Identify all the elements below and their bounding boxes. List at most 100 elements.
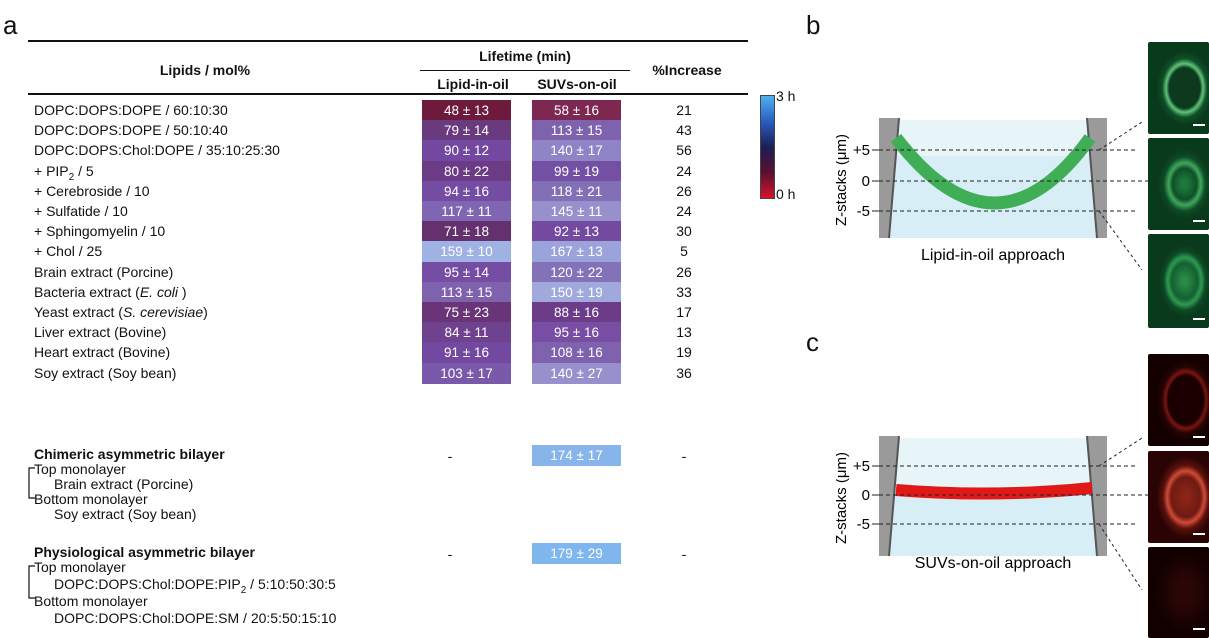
- colorbar-top-label: 3 h: [776, 88, 796, 104]
- chimeric-b-cell: 174 ± 17: [532, 445, 621, 466]
- row-label: Brain extract (Porcine): [34, 263, 174, 280]
- lipid-in-oil-cell: 84 ± 11: [422, 322, 511, 344]
- row-label: + Sphingomyelin / 10: [34, 223, 166, 240]
- microscopy-b-middle: [1148, 138, 1209, 230]
- tick-0: 0: [862, 173, 870, 190]
- suvs-on-oil-cell: 113 ± 15: [532, 120, 621, 142]
- increase-value: 36: [676, 364, 692, 381]
- increase-value: 43: [676, 122, 692, 139]
- suvs-on-oil-cell: 99 ± 19: [532, 160, 621, 182]
- panel-letter-b: b: [806, 10, 821, 40]
- increase-value: 26: [676, 182, 692, 199]
- chimeric-bottom-value: Soy extract (Soy bean): [54, 506, 197, 522]
- lipid-in-oil-cell: 90 ± 12: [422, 140, 511, 162]
- lipid-in-oil-cell: 103 ± 17: [422, 362, 511, 384]
- microscopy-b-bottom: [1148, 234, 1209, 328]
- suvs-on-oil-cell: 92 ± 13: [532, 221, 621, 243]
- physiological-bottom-value: DOPC:DOPS:Chol:DOPE:SM / 20:5:50:15:10: [54, 610, 337, 626]
- panel-letter-c: c: [806, 327, 819, 357]
- row-label: + Sulfatide / 10: [34, 203, 128, 219]
- tick-minus5: -5: [857, 203, 870, 220]
- panel-c-schematic: +5 0 -5 Z-stacks (μm) SUVs-on-oil approa…: [836, 435, 1166, 591]
- row-label: Liver extract (Bovine): [34, 324, 167, 341]
- row-label: Bacteria extract (E. coli ): [34, 283, 187, 300]
- y-axis-label: Z-stacks (μm): [836, 134, 850, 226]
- microscopy-c-bottom: [1148, 547, 1209, 638]
- chimeric-title: Chimeric asymmetric bilayer: [34, 446, 225, 462]
- table-header-rule: [28, 93, 748, 95]
- suvs-on-oil-cell: 88 ± 16: [532, 302, 621, 323]
- increase-value: 56: [676, 142, 692, 159]
- row-label: + Cerebroside / 10: [34, 182, 150, 199]
- increase-value: 5: [680, 243, 688, 260]
- lipid-in-oil-cell: 91 ± 16: [422, 342, 511, 364]
- lipid-in-oil-cell: 113 ± 15: [422, 281, 511, 303]
- physiological-bottom-label: Bottom monolayer: [34, 593, 148, 609]
- suvs-on-oil-cell: 118 ± 21: [532, 180, 621, 202]
- lipid-in-oil-cell: 80 ± 22: [422, 160, 511, 182]
- panel-letter-a: a: [3, 10, 18, 40]
- caption: Lipid-in-oil approach: [921, 247, 1065, 264]
- increase-value: 24: [676, 162, 692, 179]
- lipid-in-oil-cell: 159 ± 10: [422, 241, 511, 263]
- caption: SUVs-on-oil approach: [915, 555, 1072, 572]
- physiological-b-cell: 179 ± 29: [532, 543, 621, 564]
- tick-plus5: +5: [853, 458, 870, 475]
- lipid-in-oil-cell: 95 ± 14: [422, 261, 511, 283]
- header-lifetime: Lifetime (min): [479, 48, 571, 64]
- suvs-on-oil-cell: 120 ± 22: [532, 261, 621, 283]
- chimeric-top-label: Top monolayer: [34, 461, 126, 477]
- increase-value: 33: [676, 283, 692, 300]
- microscopy-c-middle: [1148, 451, 1209, 543]
- header-lipids: Lipids / mol%: [159, 62, 251, 78]
- tick-0: 0: [862, 487, 870, 504]
- physiological-increase: -: [681, 546, 687, 562]
- header-lipid-in-oil: Lipid-in-oil: [437, 76, 509, 92]
- membrane-flat: [895, 482, 1093, 500]
- increase-value: 24: [676, 203, 692, 219]
- physiological-title: Physiological asymmetric bilayer: [34, 544, 255, 560]
- well-wall-left: [879, 118, 899, 238]
- suvs-on-oil-cell: 150 ± 19: [532, 281, 621, 303]
- physiological-top-value: DOPC:DOPS:Chol:DOPE:PIP2 / 5:10:50:30:5: [54, 576, 336, 596]
- row-label: DOPC:DOPS:Chol:DOPE / 35:10:25:30: [34, 142, 280, 159]
- chimeric-bracket: [28, 467, 35, 499]
- row-label: Heart extract (Bovine): [34, 344, 171, 361]
- lifetime-underline: [420, 70, 630, 71]
- microscopy-b-top: [1148, 42, 1209, 134]
- suvs-on-oil-cell: 58 ± 16: [532, 100, 621, 121]
- colorbar: [760, 95, 775, 199]
- row-label: DOPC:DOPS:DOPE / 50:10:40: [34, 122, 228, 139]
- chimeric-a: -: [447, 448, 453, 464]
- lipid-in-oil-cell: 75 ± 23: [422, 302, 511, 323]
- increase-value: 17: [676, 304, 692, 320]
- well-wall-right: [1087, 118, 1107, 238]
- tick-minus5: -5: [857, 516, 870, 533]
- header-increase: %Increase: [652, 62, 722, 78]
- suvs-on-oil-cell: 145 ± 11: [532, 201, 621, 222]
- lipid-in-oil-cell: 71 ± 18: [422, 221, 511, 243]
- suvs-on-oil-cell: 108 ± 16: [532, 342, 621, 364]
- lipid-in-oil-cell: 94 ± 16: [422, 180, 511, 202]
- increase-value: 21: [676, 102, 692, 118]
- tick-plus5: +5: [853, 142, 870, 159]
- suvs-on-oil-cell: 95 ± 16: [532, 322, 621, 344]
- suvs-on-oil-cell: 167 ± 13: [532, 241, 621, 263]
- suvs-on-oil-cell: 140 ± 27: [532, 362, 621, 384]
- increase-value: 19: [676, 344, 692, 361]
- increase-value: 26: [676, 263, 692, 280]
- microscopy-c-top: [1148, 354, 1209, 446]
- chimeric-top-value: Brain extract (Porcine): [54, 476, 194, 492]
- header-suvs-on-oil: SUVs-on-oil: [537, 76, 617, 92]
- colorbar-bottom-label: 0 h: [776, 186, 796, 202]
- physiological-a: -: [447, 546, 453, 562]
- row-label: + PIP2 / 5: [34, 162, 94, 183]
- physiological-top-label: Top monolayer: [34, 559, 126, 575]
- increase-value: 30: [676, 223, 692, 240]
- row-label: + Chol / 25: [34, 243, 103, 260]
- y-axis-label: Z-stacks (μm): [836, 452, 850, 544]
- chimeric-increase: -: [681, 448, 687, 464]
- lipid-in-oil-cell: 117 ± 11: [422, 201, 511, 222]
- table-top-rule: [28, 40, 748, 42]
- suvs-on-oil-cell: 140 ± 17: [532, 140, 621, 162]
